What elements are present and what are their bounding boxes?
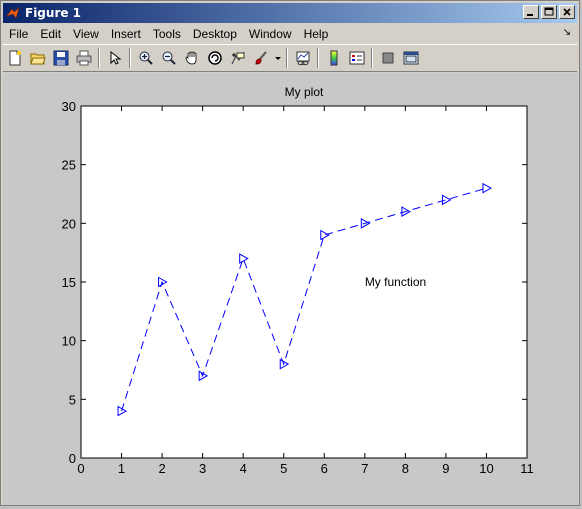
y-tick-label: 15 [62,275,76,290]
dock-arrow-icon[interactable]: ↘ [562,27,571,38]
y-tick-label: 20 [62,216,76,231]
x-tick-label: 10 [479,461,493,476]
x-tick-label: 5 [280,461,287,476]
colorbar-icon [330,50,338,66]
data-point-marker [441,194,452,206]
menu-view[interactable]: View [73,26,99,41]
open-file-button[interactable] [27,47,49,69]
brush-dropdown-button[interactable] [273,47,283,69]
data-point-marker [279,358,290,370]
print-icon [76,50,92,66]
plot-title: My plot [285,85,324,99]
menu-bar: File Edit View Insert Tools Desktop Wind… [3,24,577,43]
y-tick-label: 30 [62,99,76,114]
menu-edit[interactable]: Edit [40,26,62,41]
y-tick-label: 25 [62,158,76,173]
data-point-marker [239,253,249,264]
close-button[interactable] [559,5,575,19]
zoom-out-icon [162,51,176,65]
toolbar-separator [129,48,131,68]
data-cursor-button[interactable] [227,47,249,69]
figure-toolbar [3,44,577,72]
x-tick-label: 2 [158,461,165,476]
figure-canvas: My plot 0 1 2 3 4 5 6 7 8 9 10 11 0 5 10 15 20 25 30 My f… [3,73,578,505]
legend-button[interactable] [346,47,368,69]
show-plot-tools-button[interactable] [400,47,422,69]
y-tick-label: 5 [69,392,76,407]
hide-plot-tools-icon [382,52,394,64]
link-plot-button[interactable] [292,47,314,69]
data-point-marker [158,276,168,288]
x-tick-label: 7 [361,461,368,476]
x-tick-label: 11 [520,461,534,476]
minimize-icon [527,14,533,16]
minimize-button[interactable] [523,5,539,19]
toolbar-separator [98,48,100,68]
matlab-logo-icon [5,5,21,21]
menu-window[interactable]: Window [248,26,292,41]
menu-insert[interactable]: Insert [110,26,141,41]
save-icon [53,50,69,66]
plot-svg: My plot 0 1 2 3 4 5 6 7 8 9 10 11 0 5 10 15 20 25 30 My f… [62,85,534,476]
link-plot-icon [296,51,310,66]
menu-help[interactable]: Help [303,26,329,41]
data-point-marker [482,182,492,194]
series-line [121,187,487,412]
close-icon [563,8,571,16]
data-point-marker [401,206,411,217]
data-point-marker [117,405,128,417]
x-tick-label: 6 [321,461,328,476]
x-tick-label: 1 [118,461,125,476]
axes-background[interactable] [80,105,528,459]
rotate-3d-button[interactable] [204,47,226,69]
menu-tools[interactable]: Tools [152,26,181,41]
toolbar-separator [317,48,319,68]
maximize-icon [544,7,554,16]
window-title: Figure 1 [25,6,82,20]
data-point-marker [320,229,330,241]
data-point-marker [198,370,209,382]
y-tick-label: 0 [69,451,76,466]
x-tick-label: 4 [240,461,247,476]
annotation-label: My function [365,275,426,289]
print-button[interactable] [73,47,95,69]
title-bar[interactable]: Figure 1 [3,3,577,23]
zoom-out-button[interactable] [158,47,180,69]
x-tick-label: 8 [402,461,409,476]
toolbar-separator [286,48,288,68]
toolbar-separator [371,48,373,68]
arrow-select-button[interactable] [104,47,126,69]
legend-icon [349,51,365,65]
rotate-3d-icon [208,51,222,65]
hide-plot-tools-button[interactable] [377,47,399,69]
data-point-marker [360,217,371,229]
brush-button[interactable] [250,47,272,69]
menu-desktop[interactable]: Desktop [192,26,237,41]
x-tick-label: 0 [77,461,84,476]
x-tick-label: 9 [442,461,449,476]
brush-dropdown-icon [275,57,281,60]
arrow-select-icon [110,50,122,65]
pan-hand-icon [185,51,197,65]
data-cursor-icon [231,51,245,65]
save-button[interactable] [50,47,72,69]
menu-file[interactable]: File [9,26,29,41]
maximize-button[interactable] [541,5,557,19]
colorbar-button[interactable] [323,47,345,69]
zoom-in-icon [139,51,153,65]
y-tick-label: 10 [62,334,76,349]
pan-button[interactable] [181,47,203,69]
new-figure-icon [9,50,21,66]
open-file-icon [30,53,46,65]
new-figure-button[interactable] [4,47,26,69]
zoom-in-button[interactable] [135,47,157,69]
x-tick-label: 3 [199,461,206,476]
show-plot-tools-icon [403,51,419,65]
brush-icon [255,51,267,65]
